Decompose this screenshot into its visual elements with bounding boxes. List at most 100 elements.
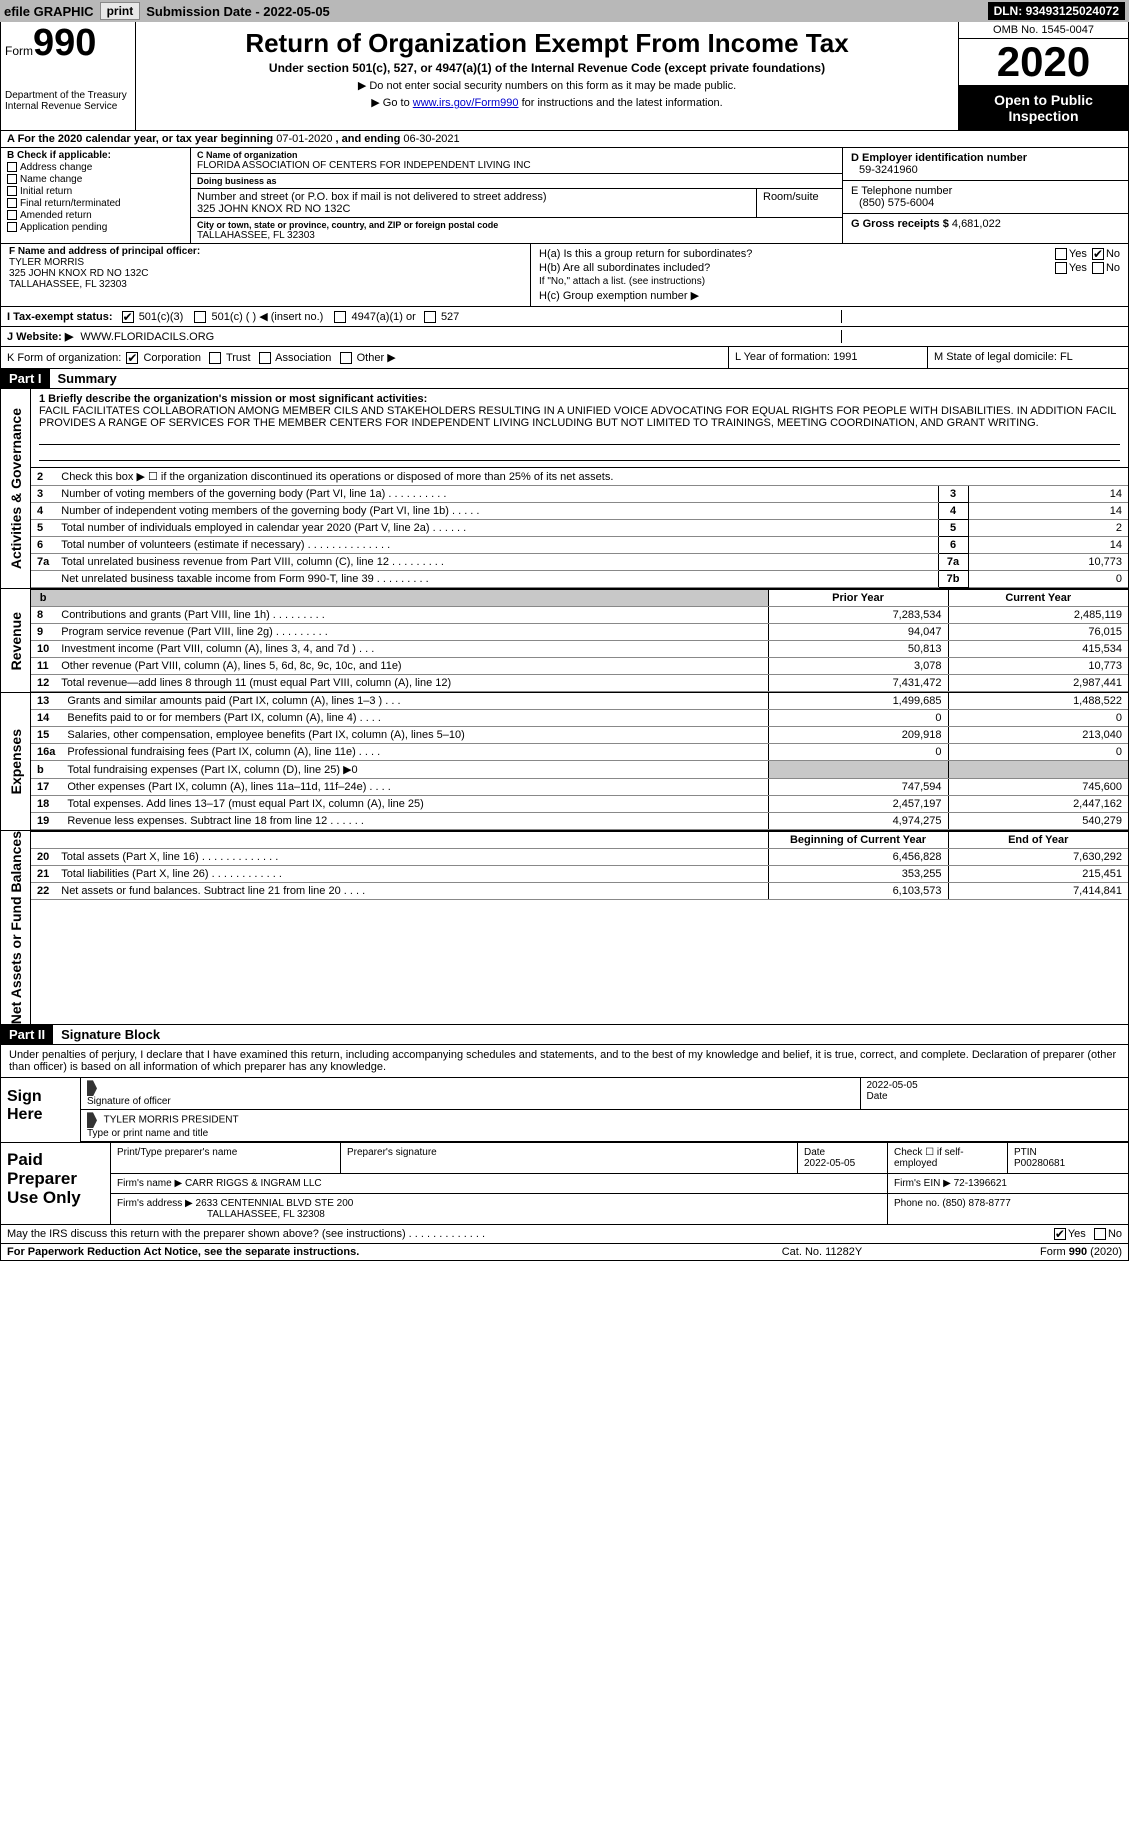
section-deg: D Employer identification number 59-3241… (843, 148, 1128, 243)
sig-date-label: Date (867, 1091, 1123, 1102)
na-hdr-spacer (55, 832, 768, 849)
chk-initial-return[interactable]: Initial return (7, 186, 184, 197)
k-assoc-chk[interactable] (259, 352, 271, 364)
ha-yes: Yes (1069, 248, 1087, 260)
section-m: M State of legal domicile: FL (928, 347, 1128, 368)
k-label: K Form of organization: (7, 352, 121, 364)
end-year-hdr: End of Year (948, 832, 1128, 849)
address-row: Number and street (or P.O. box if mail i… (191, 189, 842, 218)
sign-cells: Signature of officer 2022-05-05 Date TYL… (81, 1078, 1128, 1142)
ha-no: No (1106, 248, 1120, 260)
k-trust-chk[interactable] (209, 352, 221, 364)
firm-addr1: 2633 CENTENNIAL BLVD STE 200 (196, 1198, 354, 1209)
sign-here-label: Sign Here (1, 1078, 81, 1142)
dba-label: Doing business as (197, 176, 836, 186)
treasury-dept: Department of the Treasury Internal Reve… (5, 90, 131, 112)
table-row: 3Number of voting members of the governi… (31, 486, 1128, 503)
k-other: Other ▶ (357, 352, 396, 364)
chk-address-change[interactable]: Address change (7, 162, 184, 173)
dln-badge: DLN: 93493125024072 (988, 2, 1125, 20)
city-row: City or town, state or province, country… (191, 218, 842, 243)
i-501c-chk[interactable] (194, 311, 206, 323)
paid-cells: Print/Type preparer's name Preparer's si… (111, 1143, 1128, 1224)
chk-application-pending-lbl: Application pending (20, 222, 107, 233)
goto-pre: ▶ Go to (371, 97, 412, 109)
i-527-chk[interactable] (424, 311, 436, 323)
k-other-chk[interactable] (340, 352, 352, 364)
sig-officer-label: Signature of officer (87, 1096, 171, 1107)
paid-preparer-label: Paid Preparer Use Only (1, 1143, 111, 1224)
hdr-b: b (31, 590, 55, 607)
hb-row: H(b) Are all subordinates included? Yes … (539, 262, 1120, 274)
section-k: K Form of organization: Corporation Trus… (1, 347, 728, 368)
instructions-link[interactable]: www.irs.gov/Form990 (413, 97, 519, 109)
table-row: 21Total liabilities (Part X, line 26) . … (31, 866, 1128, 883)
ein-label: D Employer identification number (851, 152, 1120, 164)
print-button[interactable]: print (100, 2, 141, 20)
chk-final-return-lbl: Final return/terminated (20, 198, 121, 209)
form-title-block: Return of Organization Exempt From Incom… (136, 22, 958, 130)
na-hdr-blank (31, 832, 55, 849)
prep-date-label: Date (804, 1147, 825, 1158)
dln-value: 93493125024072 (1026, 4, 1119, 18)
ha-yes-chk[interactable] (1055, 248, 1067, 260)
footer: For Paperwork Reduction Act Notice, see … (0, 1244, 1129, 1261)
hb-yes-chk[interactable] (1055, 262, 1067, 274)
efile-label: efile GRAPHIC (4, 4, 94, 19)
firm-addr2: TALLAHASSEE, FL 32308 (207, 1209, 325, 1220)
part2-bar: Part II Signature Block (0, 1025, 1129, 1045)
sig-name-title: TYLER MORRIS PRESIDENT (104, 1115, 239, 1126)
submission-date-lbl-text: Submission Date - (146, 4, 263, 19)
tax-year: 2020 (959, 39, 1128, 86)
prior-year-hdr: Prior Year (768, 590, 948, 607)
table-row: 2Check this box ▶ ☐ if the organization … (31, 468, 1128, 486)
form-word: Form (5, 44, 33, 58)
table-row: 18Total expenses. Add lines 13–17 (must … (31, 796, 1128, 813)
paid-row2: Firm's name ▶ CARR RIGGS & INGRAM LLC Fi… (111, 1174, 1128, 1194)
discuss-no-chk[interactable] (1094, 1228, 1106, 1240)
chk-name-change-lbl: Name change (20, 174, 82, 185)
form-subtitle: Under section 501(c), 527, or 4947(a)(1)… (144, 61, 950, 75)
form-title: Return of Organization Exempt From Incom… (144, 28, 950, 59)
hb-no-chk[interactable] (1092, 262, 1104, 274)
table-row: 14Benefits paid to or for members (Part … (31, 710, 1128, 727)
k-corp-chk[interactable] (126, 352, 138, 364)
chk-amended-return[interactable]: Amended return (7, 210, 184, 221)
i-501c3-chk[interactable] (122, 311, 134, 323)
firm-name-cell: Firm's name ▶ CARR RIGGS & INGRAM LLC (111, 1174, 888, 1193)
preparer-sig-label: Preparer's signature (341, 1143, 798, 1173)
table-row: 9Program service revenue (Part VIII, lin… (31, 624, 1128, 641)
ag-block: Activities & Governance 1 Briefly descri… (0, 389, 1129, 589)
form-footer: Form 990 (2020) (922, 1246, 1122, 1258)
dba-row: Doing business as (191, 174, 842, 189)
gross-receipts-row: G Gross receipts $ 4,681,022 (843, 214, 1128, 234)
table-row: 11Other revenue (Part VIII, column (A), … (31, 658, 1128, 675)
chk-name-change[interactable]: Name change (7, 174, 184, 185)
j-label: J Website: ▶ (7, 331, 73, 343)
table-row: 8Contributions and grants (Part VIII, li… (31, 607, 1128, 624)
mission-text: FACIL FACILITATES COLLABORATION AMONG ME… (39, 405, 1120, 429)
omb-number: OMB No. 1545-0047 (959, 22, 1128, 39)
ha-no-chk[interactable] (1092, 248, 1104, 260)
i-4947-chk[interactable] (334, 311, 346, 323)
gross-receipts-value: 4,681,022 (952, 218, 1001, 230)
table-row: 22Net assets or fund balances. Subtract … (31, 883, 1128, 900)
table-row: bTotal fundraising expenses (Part IX, co… (31, 761, 1128, 779)
m-label: M State of legal domicile: (934, 351, 1057, 363)
org-name-label: C Name of organization (197, 150, 836, 160)
section-b: B Check if applicable: Address change Na… (1, 148, 191, 243)
chk-final-return[interactable]: Final return/terminated (7, 198, 184, 209)
discuss-yes-chk[interactable] (1054, 1228, 1066, 1240)
dept-line2: Internal Revenue Service (5, 101, 131, 112)
part2-title: Signature Block (53, 1025, 168, 1044)
chk-application-pending[interactable]: Application pending (7, 222, 184, 233)
firm-ein-cell: Firm's EIN ▶ 72-1396621 (888, 1174, 1128, 1193)
ein-value: 59-3241960 (859, 164, 1120, 176)
paid-row3: Firm's address ▶ 2633 CENTENNIAL BLVD ST… (111, 1194, 1128, 1224)
phone-row: E Telephone number (850) 575-6004 (843, 181, 1128, 214)
k-assoc: Association (275, 352, 331, 364)
address-label: Number and street (or P.O. box if mail i… (197, 191, 750, 203)
footer-form-num: 990 (1069, 1246, 1087, 1258)
na-vtab-text: Net Assets or Fund Balances (8, 831, 24, 1024)
discuss-yes: Yes (1068, 1228, 1086, 1240)
